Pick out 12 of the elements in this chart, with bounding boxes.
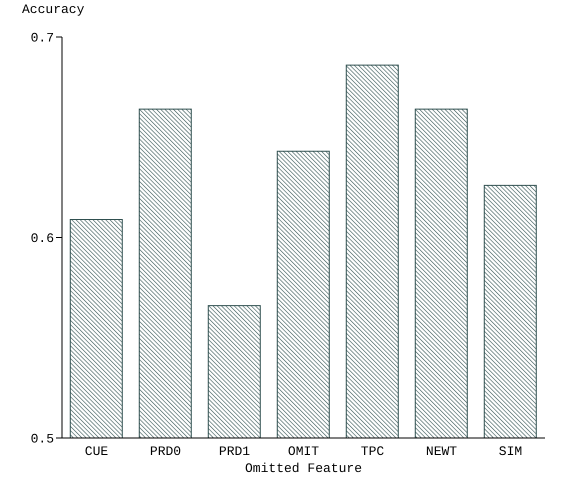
- x-tick-label: NEWT: [426, 444, 458, 460]
- y-tick-label: 0.6: [30, 231, 54, 246]
- x-tick-label: SIM: [498, 444, 522, 460]
- x-tick-label: TPC: [360, 444, 384, 460]
- x-tick-label: PRD1: [218, 444, 250, 460]
- y-tick-label: 0.7: [30, 30, 54, 46]
- x-tick-label: PRD0: [150, 444, 182, 460]
- x-tick-label: OMIT: [288, 444, 320, 460]
- y-axis-title: Accuracy: [22, 2, 84, 17]
- x-tick-label: CUE: [84, 444, 108, 460]
- x-axis-title: Omitted Feature: [244, 461, 362, 476]
- y-tick-label: 0.5: [30, 432, 54, 447]
